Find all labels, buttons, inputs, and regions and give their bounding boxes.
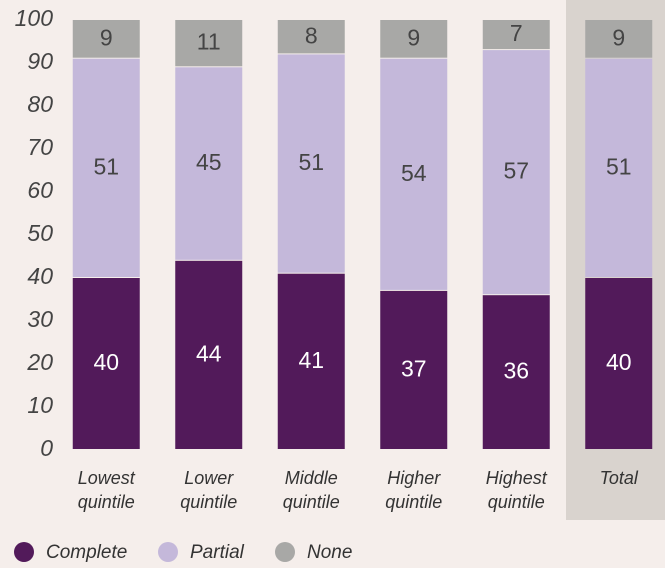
legend-swatch [275,542,295,562]
bar-segment [72,58,140,278]
bar-segment [380,20,448,58]
legend-label: None [307,542,352,563]
bar-segment [482,20,550,50]
bar-segment [277,273,345,449]
value-label: 9 [407,24,420,50]
bar-segment [72,278,140,449]
value-label: 9 [100,24,113,50]
y-tick-label: 60 [27,177,53,203]
x-tick-label: Total [599,468,638,488]
bar-segment [277,20,345,54]
y-tick-label: 0 [40,435,53,461]
legend-swatch [14,542,34,562]
value-label: 51 [93,153,119,179]
bar-segment [482,295,550,449]
bar-segment [277,54,345,273]
value-label: 40 [606,349,632,375]
x-tick-label: Middle quintile [282,468,340,512]
bar-segment [380,290,448,449]
bar-segment [72,20,140,58]
legend-swatch [158,542,178,562]
y-tick-label: 100 [15,5,54,31]
value-label: 51 [298,149,324,175]
value-label: 57 [503,158,529,184]
bar-segment [585,58,653,278]
value-label: 44 [196,340,222,366]
x-tick-label: Lowest quintile [77,468,135,512]
bar-segment [175,20,243,67]
y-tick-label: 30 [27,306,53,332]
value-label: 45 [196,149,222,175]
value-label: 41 [298,347,324,373]
bar-segment [482,50,550,295]
value-label: 9 [612,24,625,50]
bar-segment [585,278,653,449]
value-label: 11 [197,29,221,55]
y-tick-label: 50 [27,220,53,246]
bar-segment [585,20,653,58]
y-tick-label: 80 [27,91,53,117]
x-tick-label: Lower quintile [180,468,238,512]
x-tick-label: Higher quintile [385,468,443,512]
y-tick-label: 90 [27,48,53,74]
y-tick-label: 20 [26,349,53,375]
value-label: 40 [93,349,119,375]
value-label: 7 [510,20,523,46]
y-tick-label: 10 [27,392,53,418]
bar-segment [175,260,243,449]
bar-segment [175,67,243,260]
bar-segment [380,58,448,290]
value-label: 37 [401,356,427,382]
value-label: 51 [606,153,632,179]
legend-label: Partial [190,542,245,563]
value-label: 54 [401,160,427,186]
y-tick-label: 70 [27,134,53,160]
value-label: 36 [503,358,529,384]
x-tick-label: Highest quintile [485,468,547,512]
value-label: 8 [305,22,318,48]
legend-label: Complete [46,542,127,563]
y-tick-label: 40 [27,263,53,289]
